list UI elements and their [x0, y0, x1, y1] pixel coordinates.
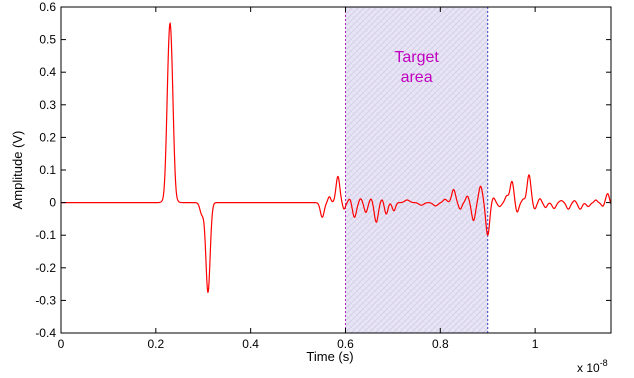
y-tick-label: -0.2: [35, 261, 56, 275]
x-tick-label: 0.2: [147, 337, 164, 351]
y-tick-label: 0.5: [39, 33, 56, 47]
target-area-fill: [345, 7, 488, 333]
axis-tick-labels: 0 0.2 0.4 0.6 0.8 1 -0.4 -0.3 -0.2 -0.1 0 0.1 0.2 0.3…: [35, 0, 538, 351]
y-tick-label: 0.4: [39, 65, 56, 79]
x-axis-exponent-power: -8: [600, 358, 608, 368]
x-tick-label: 0.4: [242, 337, 259, 351]
y-tick-label: 0.2: [39, 130, 56, 144]
y-tick-label: 0.3: [39, 98, 56, 112]
x-tick-label: 0: [58, 337, 65, 351]
y-tick-label: 0: [49, 196, 56, 210]
x-axis-exponent: x 10-8: [577, 358, 608, 375]
y-axis-title: Amplitude (V): [10, 131, 25, 210]
axis-ticks: [60, 6, 611, 334]
target-area-label-line-2: area: [401, 69, 433, 86]
y-tick-label: 0.6: [39, 0, 56, 14]
x-tick-label: 1: [532, 337, 539, 351]
x-axis-title: Time (s): [306, 349, 353, 364]
y-tick-label: 0.1: [39, 163, 56, 177]
amplitude-waveform-line: [61, 21, 611, 294]
y-tick-label: -0.1: [35, 228, 56, 242]
x-axis-exponent-base: x 10: [577, 361, 600, 375]
plot-frame: [60, 6, 612, 334]
x-tick-label: 0.8: [432, 337, 449, 351]
x-tick-label: 0.6: [337, 337, 354, 351]
target-area-region: [344, 7, 489, 333]
y-tick-label: -0.4: [35, 326, 56, 340]
y-tick-label: -0.3: [35, 293, 56, 307]
target-area-label-line-1: Target: [394, 49, 439, 66]
